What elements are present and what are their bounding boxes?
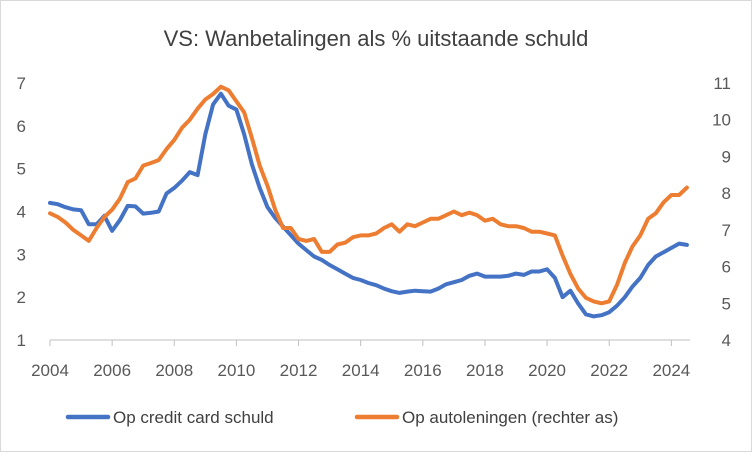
legend-label-credit-card: Op credit card schuld [113,408,274,427]
x-tick-label: 2018 [466,361,504,380]
y-left-tick-label: 7 [17,74,26,93]
series-line-credit-card [48,91,689,319]
x-tick-label: 2008 [155,361,193,380]
x-tick-label: 2004 [31,361,69,380]
y-left-tick-label: 3 [17,245,26,264]
y-right-tick-label: 8 [722,184,731,203]
y-right-tick-label: 11 [713,74,731,93]
y-right-tick-label: 7 [722,221,731,240]
x-tick-label: 2014 [342,361,380,380]
y-right-tick-label: 9 [722,147,731,166]
y-left-tick-label: 6 [17,117,26,136]
chart-title: VS: Wanbetalingen als % uitstaande schul… [164,26,589,51]
legend-label-auto-loans: Op autoleningen (rechter as) [402,408,618,427]
legend: Op credit card schuld Op autoleningen (r… [65,408,618,427]
y-right-tick-label: 5 [722,294,731,313]
series-line-auto-loans [48,84,689,306]
x-tick-label: 2022 [590,361,628,380]
y-left-tick-label: 5 [17,160,26,179]
y-right-tick-label: 4 [722,331,731,350]
x-tick-label: 2020 [528,361,566,380]
x-tick-label: 2016 [404,361,442,380]
y-right-tick-label: 6 [722,258,731,277]
plot-area: 2004 2006 2008 2010 2012 2014 2016 2018 2020 2022… [17,74,731,380]
x-tick-label: 2006 [93,361,131,380]
x-tick-label: 2012 [280,361,318,380]
x-tick-label: 2024 [652,361,690,380]
y-left-tick-label: 1 [17,331,26,350]
y-left-tick-label: 2 [17,288,26,307]
y-right-tick-label: 10 [712,111,731,130]
x-tick-label: 2010 [217,361,255,380]
y-left-tick-label: 4 [17,203,26,222]
